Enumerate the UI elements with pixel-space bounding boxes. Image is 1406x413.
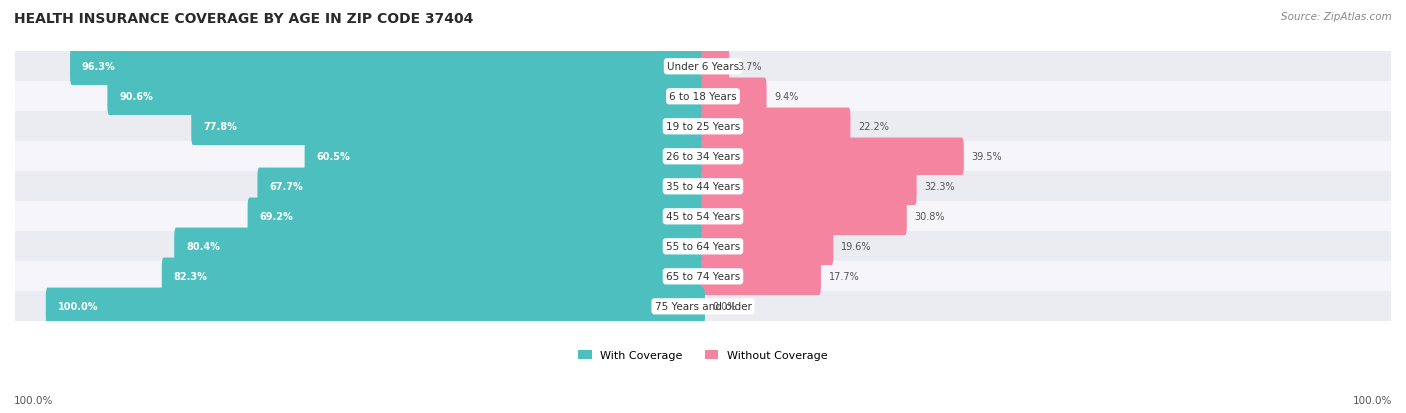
Text: 32.3%: 32.3% [925, 182, 955, 192]
Text: 65 to 74 Years: 65 to 74 Years [666, 272, 740, 282]
Text: 75 Years and older: 75 Years and older [655, 301, 751, 311]
Text: 90.6%: 90.6% [120, 92, 153, 102]
FancyBboxPatch shape [702, 138, 963, 176]
FancyBboxPatch shape [702, 78, 766, 116]
FancyBboxPatch shape [702, 258, 821, 295]
Bar [15, 112, 1391, 142]
FancyBboxPatch shape [46, 288, 704, 325]
Text: 100.0%: 100.0% [58, 301, 98, 311]
FancyBboxPatch shape [702, 168, 917, 206]
Bar [15, 52, 1391, 82]
FancyBboxPatch shape [305, 138, 704, 176]
Text: 39.5%: 39.5% [972, 152, 1002, 162]
Text: 3.7%: 3.7% [737, 62, 762, 72]
Text: 19.6%: 19.6% [841, 242, 872, 252]
FancyBboxPatch shape [257, 168, 704, 206]
Bar [15, 82, 1391, 112]
Text: Under 6 Years: Under 6 Years [666, 62, 740, 72]
Text: Source: ZipAtlas.com: Source: ZipAtlas.com [1281, 12, 1392, 22]
Text: 69.2%: 69.2% [259, 212, 294, 222]
Text: 30.8%: 30.8% [915, 212, 945, 222]
Bar [15, 142, 1391, 172]
FancyBboxPatch shape [702, 228, 834, 266]
Text: 82.3%: 82.3% [173, 272, 208, 282]
FancyBboxPatch shape [702, 108, 851, 146]
Text: 80.4%: 80.4% [186, 242, 219, 252]
Text: 67.7%: 67.7% [269, 182, 302, 192]
Bar [15, 202, 1391, 232]
Text: 96.3%: 96.3% [82, 62, 115, 72]
Text: 60.5%: 60.5% [316, 152, 350, 162]
Text: 26 to 34 Years: 26 to 34 Years [666, 152, 740, 162]
FancyBboxPatch shape [174, 228, 704, 266]
Text: HEALTH INSURANCE COVERAGE BY AGE IN ZIP CODE 37404: HEALTH INSURANCE COVERAGE BY AGE IN ZIP … [14, 12, 474, 26]
FancyBboxPatch shape [247, 198, 704, 235]
Text: 77.8%: 77.8% [202, 122, 238, 132]
Text: 19 to 25 Years: 19 to 25 Years [666, 122, 740, 132]
Text: 45 to 54 Years: 45 to 54 Years [666, 212, 740, 222]
Bar [15, 232, 1391, 262]
Text: 35 to 44 Years: 35 to 44 Years [666, 182, 740, 192]
Text: 9.4%: 9.4% [775, 92, 799, 102]
Text: 100.0%: 100.0% [1353, 395, 1392, 405]
Text: 0.0%: 0.0% [713, 301, 737, 311]
FancyBboxPatch shape [162, 258, 704, 295]
Bar [15, 292, 1391, 322]
Text: 17.7%: 17.7% [828, 272, 859, 282]
Text: 100.0%: 100.0% [14, 395, 53, 405]
Text: 6 to 18 Years: 6 to 18 Years [669, 92, 737, 102]
FancyBboxPatch shape [107, 78, 704, 116]
Legend: With Coverage, Without Coverage: With Coverage, Without Coverage [574, 345, 832, 365]
Text: 55 to 64 Years: 55 to 64 Years [666, 242, 740, 252]
Bar [15, 262, 1391, 292]
FancyBboxPatch shape [702, 48, 730, 86]
FancyBboxPatch shape [70, 48, 704, 86]
Text: 22.2%: 22.2% [858, 122, 889, 132]
FancyBboxPatch shape [702, 198, 907, 235]
FancyBboxPatch shape [191, 108, 704, 146]
Bar [15, 172, 1391, 202]
